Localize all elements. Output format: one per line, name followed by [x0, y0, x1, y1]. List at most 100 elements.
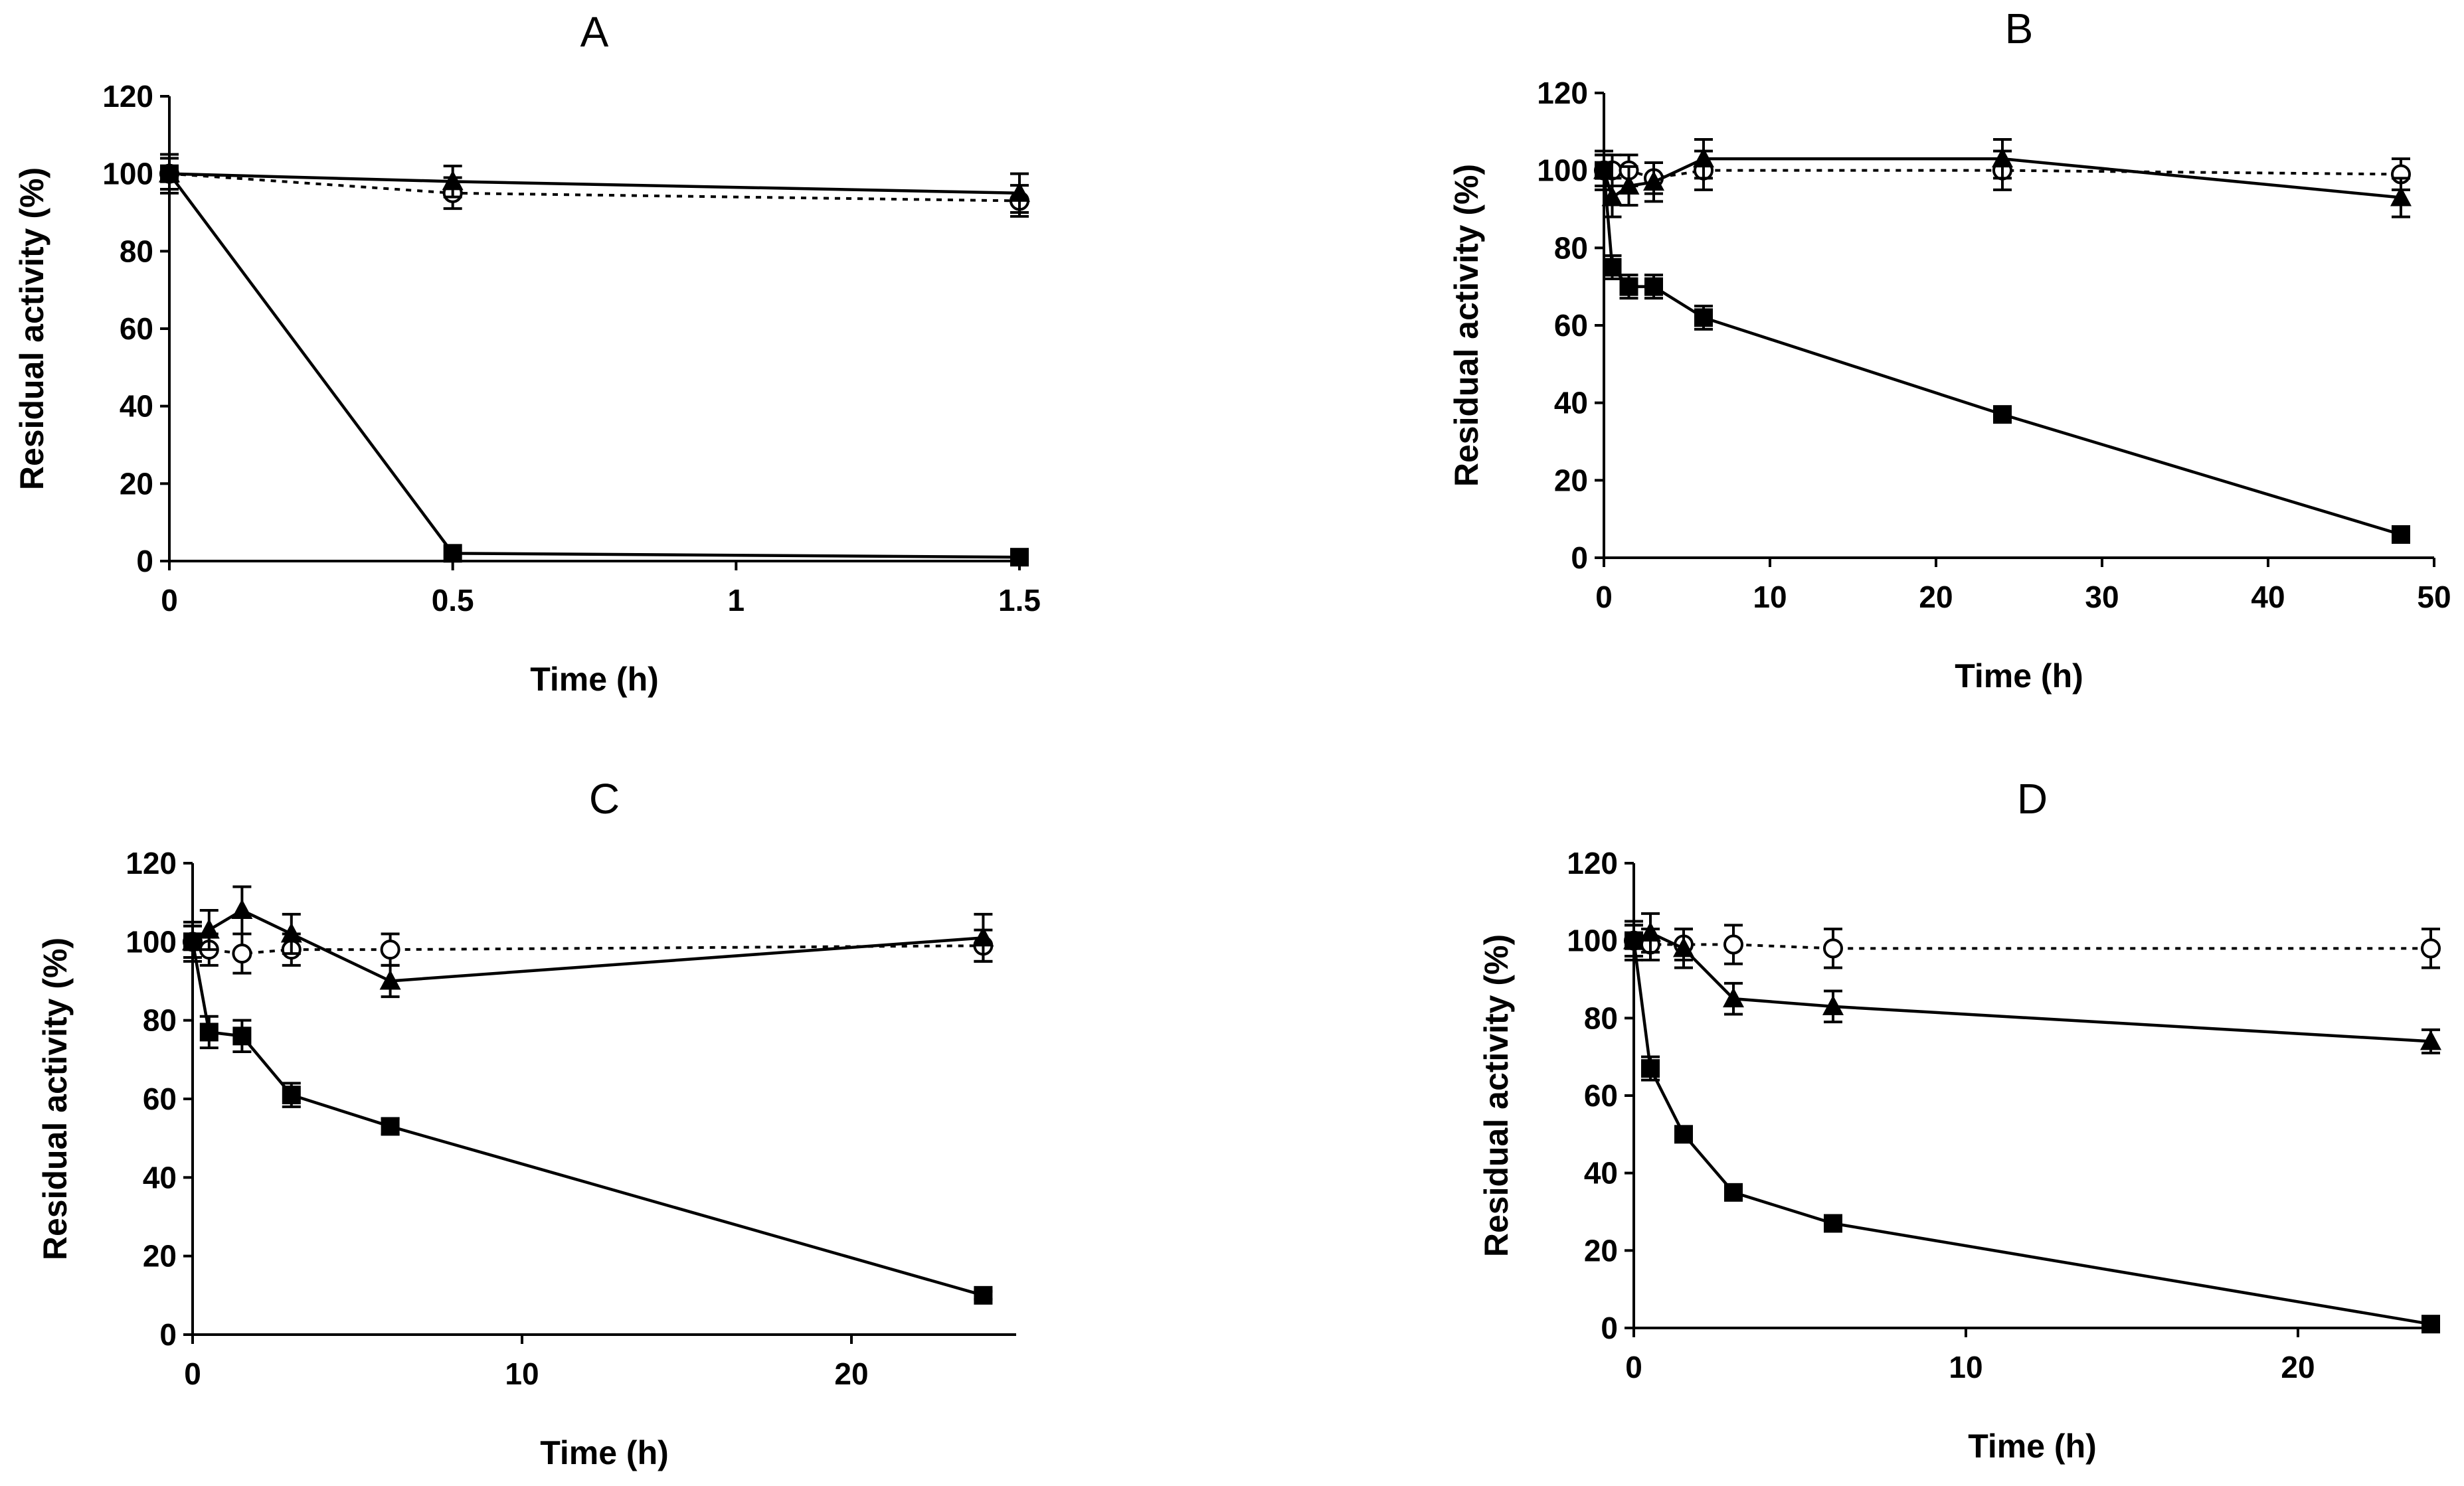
y-tick-label: 0	[159, 1317, 177, 1352]
data-point-triangle	[1009, 181, 1030, 202]
series-square	[1595, 153, 2410, 544]
y-tick-label: 20	[120, 466, 153, 501]
series-square	[160, 164, 1029, 567]
y-tick-label: 120	[102, 79, 153, 114]
series-line	[1633, 939, 2431, 950]
y-tick-label: 60	[143, 1082, 177, 1116]
data-point-triangle	[231, 899, 253, 919]
y-tick-label: 100	[126, 924, 177, 959]
y-tick-label: 80	[143, 1003, 177, 1038]
y-tick-label: 0	[1571, 540, 1588, 575]
data-point-square	[1993, 405, 2012, 424]
y-axis-label: Residual activity (%)	[1448, 164, 1485, 487]
y-tick-label: 100	[1567, 924, 1618, 958]
data-point-square	[1641, 1059, 1660, 1078]
series-line	[191, 941, 984, 1297]
y-tick-label: 120	[126, 846, 177, 880]
data-point-triangle	[198, 918, 220, 939]
data-point-circle	[2421, 938, 2441, 959]
data-point-triangle	[1640, 922, 1661, 942]
y-tick-label: 60	[1554, 308, 1588, 343]
x-tick-label: 0.5	[432, 583, 474, 618]
x-axis-label: Time (h)	[1968, 1428, 2097, 1465]
x-tick-label: 10	[1753, 580, 1787, 614]
y-tick-label: 100	[1537, 153, 1588, 188]
x-axis-label: Time (h)	[1955, 657, 2083, 695]
panel-b: B 0 20 40 60 80 100 120 0 10 20 30 40 50 Time (h) Resid…	[1448, 5, 2451, 695]
data-point-circle	[380, 940, 400, 960]
data-point-triangle	[1693, 147, 1714, 168]
y-tick-label: 20	[143, 1239, 177, 1274]
panel-a: A 0 20 40 60 80 100 120 0 0.5 1 1.5 Time (h) Residual…	[13, 8, 1041, 698]
panel-title: C	[589, 775, 620, 823]
series-line	[191, 908, 984, 983]
data-point-triangle	[1618, 175, 1640, 195]
series-line	[168, 173, 1020, 559]
data-point-triangle	[379, 969, 401, 990]
series-triangle	[182, 885, 994, 999]
y-tick-label: 80	[1554, 230, 1588, 265]
data-point-square	[1644, 277, 1663, 296]
data-point-triangle	[1673, 937, 1694, 957]
series-line	[1632, 940, 2431, 1326]
series-square	[1625, 924, 2440, 1334]
data-point-square	[1625, 931, 1643, 950]
data-point-square	[199, 1023, 219, 1042]
data-point-square	[1595, 161, 1613, 180]
series-square	[183, 924, 993, 1305]
data-point-square	[1674, 1125, 1693, 1144]
x-tick-label: 10	[1949, 1350, 1982, 1384]
panel-c: C 0 20 40 60 80 100 120 0 10 20 Time (h) Residual ac…	[37, 775, 1016, 1471]
data-point-square	[232, 1027, 252, 1046]
x-tick-label: 10	[505, 1357, 539, 1391]
x-tick-label: 20	[2281, 1350, 2315, 1384]
data-point-square	[1824, 1214, 1842, 1233]
x-tick-label: 30	[2085, 580, 2119, 614]
data-point-triangle	[1723, 987, 1744, 1008]
data-point-triangle	[972, 926, 994, 947]
data-point-square	[2392, 525, 2410, 544]
data-point-triangle	[442, 170, 464, 191]
panel-title: D	[2017, 775, 2048, 823]
data-point-triangle	[1643, 171, 1664, 191]
data-point-square	[1694, 308, 1713, 327]
data-point-circle	[1823, 938, 1843, 959]
y-tick-label: 0	[1601, 1311, 1618, 1345]
x-tick-label: 1	[728, 583, 745, 618]
data-point-circle	[1723, 934, 1743, 955]
y-tick-label: 40	[1584, 1156, 1618, 1191]
panel-d: D 0 20 40 60 80 100 120 0 10 20 Time (h) Residual ac…	[1478, 775, 2441, 1465]
x-tick-label: 40	[2251, 580, 2285, 614]
x-axis-label: Time (h)	[530, 661, 659, 698]
x-tick-label: 0	[161, 583, 178, 618]
panel-title: A	[580, 8, 609, 56]
y-tick-label: 20	[1584, 1233, 1618, 1268]
data-point-square	[974, 1285, 993, 1305]
data-point-square	[160, 164, 179, 183]
x-axis-label: Time (h)	[540, 1434, 669, 1471]
data-point-square	[1619, 277, 1638, 296]
x-tick-label: 50	[2417, 580, 2451, 614]
series-line	[1602, 170, 2402, 537]
y-tick-label: 60	[120, 311, 153, 346]
data-point-circle	[232, 944, 252, 964]
data-point-square	[443, 544, 462, 563]
y-tick-label: 100	[102, 157, 153, 191]
y-tick-label: 120	[1567, 846, 1618, 880]
data-point-square	[183, 932, 202, 951]
data-point-triangle	[1822, 995, 1844, 1015]
data-point-square	[1010, 548, 1029, 567]
series-circle-open	[1624, 924, 2441, 969]
y-tick-label: 80	[120, 234, 153, 268]
y-tick-label: 40	[143, 1160, 177, 1195]
y-tick-label: 0	[136, 544, 153, 578]
y-axis-label: Residual activity (%)	[13, 167, 50, 490]
y-tick-label: 120	[1537, 76, 1588, 110]
data-point-square	[1603, 258, 1622, 277]
y-tick-label: 40	[1554, 386, 1588, 420]
x-tick-label: 0	[184, 1357, 201, 1391]
x-tick-label: 1.5	[998, 583, 1041, 618]
series-triangle	[1623, 912, 2441, 1054]
y-tick-label: 20	[1554, 463, 1588, 497]
y-axis-label: Residual activity (%)	[37, 938, 74, 1260]
